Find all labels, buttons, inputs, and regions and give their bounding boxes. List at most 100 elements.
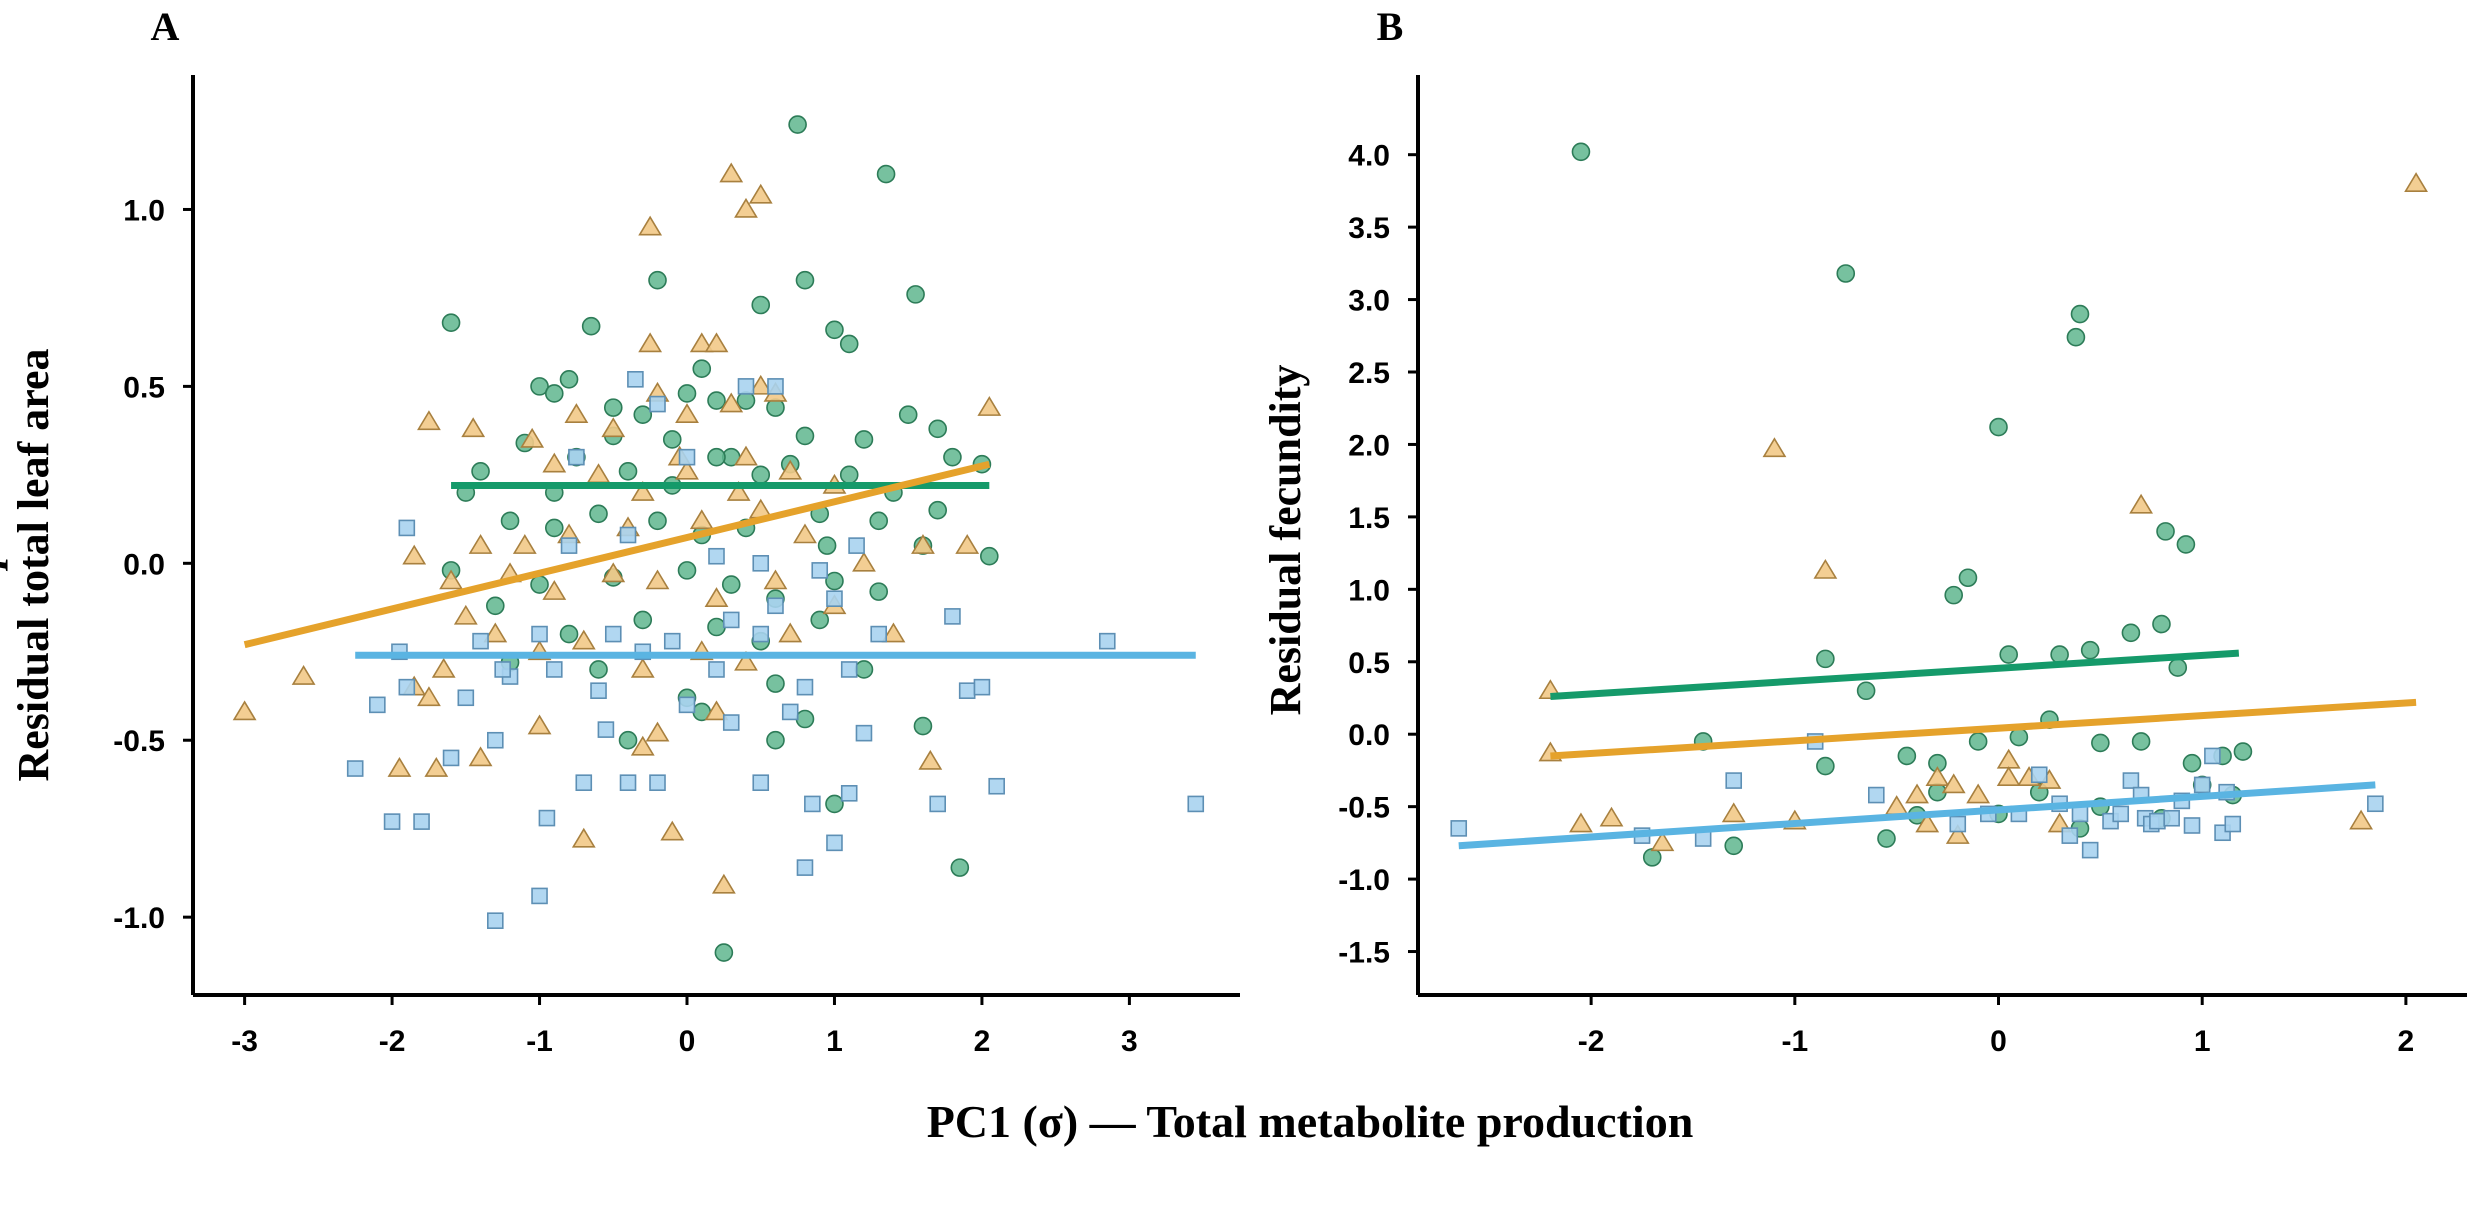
orange-triangle-point [586,463,611,484]
orange-triangle-point [417,686,441,707]
blue-square-point [538,809,556,827]
orange-triangle-point [571,827,596,848]
green-circle-point [876,164,896,184]
green-circle-point [928,419,947,439]
y-tick-label: -0.5 [113,725,165,758]
y-tick-label: 2.0 [1348,429,1390,462]
y-tick-label: 3.0 [1348,285,1390,318]
blue-square-point [2163,809,2180,827]
orange-triangle-point [630,480,655,501]
orange-triangle-point [675,403,699,423]
green-circle-point [2168,658,2188,677]
y-tick-label: -0.5 [1338,792,1390,825]
blue-square-point [545,661,563,678]
orange-triangle-point [461,417,486,438]
orange-triangle-point [601,562,626,583]
blue-square-point [811,562,829,579]
blue-square-point [398,519,416,537]
orange-triangle-point [955,534,980,554]
blue-square-point [2193,776,2211,794]
green-circle-point [707,617,726,637]
orange-triangle-point [881,622,906,643]
blue-square-point [840,785,858,802]
orange-triangle-point [402,544,427,565]
blue-square-point [944,608,961,625]
y-axis-label: Residual total leaf area [9,348,58,781]
orange-triangle-point [726,480,751,501]
blue-square-point [383,813,401,830]
orange-triangle-point [630,657,655,678]
green-circle-point [2176,535,2196,554]
orange-triangle-point [1884,795,1909,815]
green-circle-point [1944,585,1964,605]
green-circle-point [662,430,682,449]
green-circle-point [795,709,815,729]
orange-triangle-point [232,700,257,721]
orange-triangle-point [719,162,744,183]
green-circle-point [906,285,925,304]
blue-square-point [472,632,489,650]
orange-triangle-point [1813,558,1838,579]
orange-triangle-point [689,332,714,353]
orange-triangle-point [424,756,449,777]
blue-square-point [649,395,666,413]
blue-square-point [413,813,430,830]
y-tick-label: -1.0 [113,902,165,935]
green-circle-point [559,624,579,644]
green-circle-point [788,115,807,134]
orange-triangle-point [291,664,316,685]
orange-triangle-point [431,657,456,678]
y-axis-label: Residual fecundity [1261,365,1310,716]
blue-square-point [2367,795,2384,813]
orange-triangle-point [675,459,699,480]
orange-triangle-point [1650,831,1675,852]
x-tick-label: 2 [2398,1025,2415,1058]
blue-square-point [840,661,858,678]
blue-square-point [826,834,843,852]
blue-square-point [708,547,725,565]
y-axis-species-label: Alliaria petiolata [0,412,8,722]
orange-triangle-point [468,746,493,767]
blue-square-point [855,724,873,742]
green-circle-point [2009,727,2029,747]
blue-square-point [457,689,475,707]
blue-square-point [752,625,770,643]
orange-triangle-point [852,551,876,572]
green-circle-point [530,575,549,594]
green-circle-point [2182,753,2202,773]
green-circle-point [898,405,918,424]
x-tick-label: 0 [1990,1025,2007,1058]
green-circle-point [677,384,697,403]
blue-square-point [597,721,615,738]
green-circle-point [1816,756,1835,776]
blue-square-point [398,678,416,696]
orange-triangle-point [1925,766,1950,786]
green-circle-point [589,504,608,524]
orange-triangle-point [711,873,736,894]
green-circle-point [839,465,859,485]
blue-square-point [590,682,607,699]
orange-triangle-point [734,445,758,466]
green-circle-point [707,447,726,467]
blue-square-point [1450,820,1468,837]
green-circle-point [1897,746,1917,766]
orange-triangle-point [793,523,817,544]
y-tick-label: 1.0 [123,194,165,227]
green-fit-line [1550,649,2240,701]
blue-square-point [560,537,578,554]
green-circle-point [810,610,830,630]
y-tick-label: 0.5 [123,371,165,404]
blue-square-point [848,537,865,554]
orange-triangle-point [704,700,729,721]
blue-square-point [604,625,622,643]
blue-square-point [929,795,946,813]
blue-square-point [1949,815,1967,833]
blue-square-point [804,795,821,813]
green-circle-point [1999,645,2018,664]
green-circle-point [2080,640,2100,660]
blue-square-point [767,597,784,615]
orange-triangle-point [748,374,773,395]
orange-triangle-point [512,534,537,554]
y-tick-label: 4.0 [1348,140,1390,173]
orange-triangle-point [638,215,663,236]
